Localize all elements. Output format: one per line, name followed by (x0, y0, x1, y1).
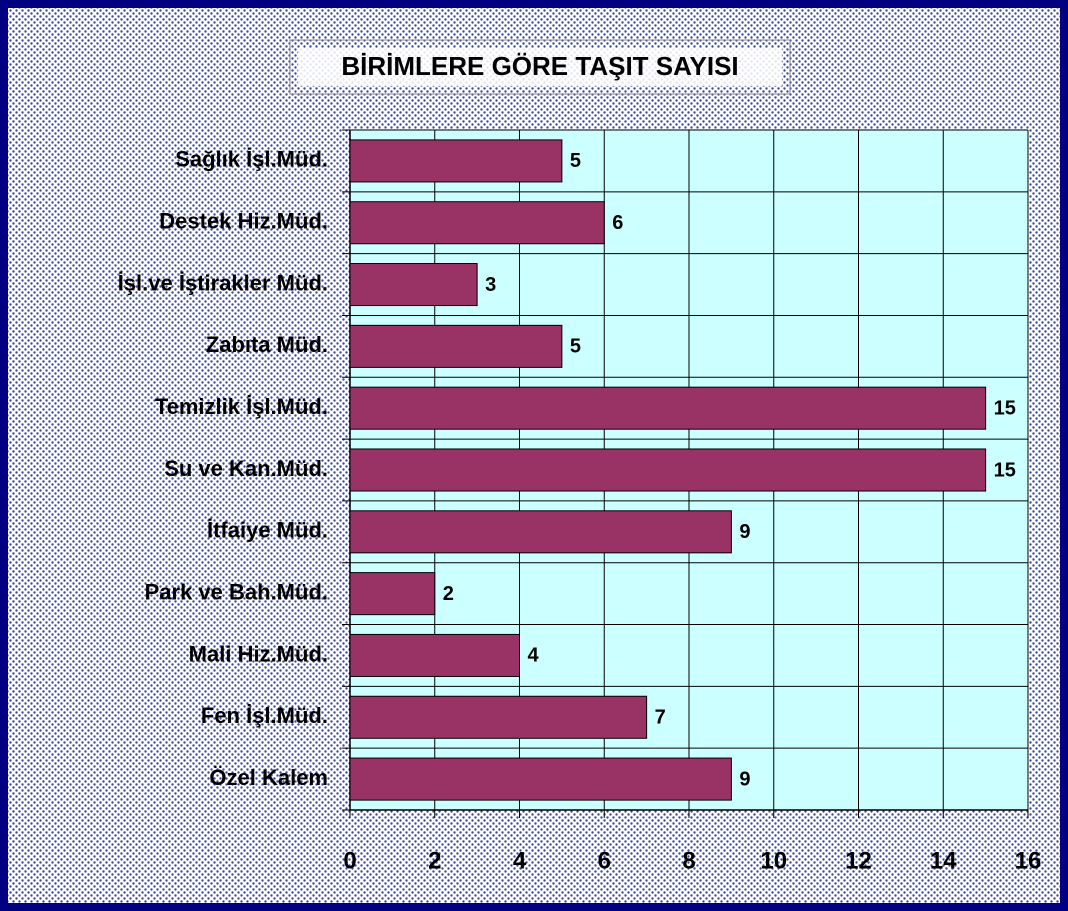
bar (349, 695, 648, 739)
x-tick-label: 4 (513, 847, 527, 874)
bar (349, 139, 563, 183)
x-tick-label: 16 (1015, 847, 1042, 874)
x-tick-label: 12 (845, 847, 872, 874)
y-tick-label: Mali Hiz.Müd. (189, 641, 328, 666)
bar (349, 201, 605, 245)
data-label: 5 (570, 336, 581, 358)
y-tick-label: Fen İşl.Müd. (201, 703, 328, 728)
data-label: 4 (528, 645, 540, 667)
data-label: 7 (655, 707, 666, 729)
y-tick-label: Özel Kalem (209, 765, 328, 790)
data-label: 2 (443, 583, 454, 605)
y-tick-label: Destek Hiz.Müd. (159, 209, 328, 234)
bar (349, 324, 563, 368)
bar (349, 572, 436, 616)
data-label: 9 (739, 521, 750, 543)
y-tick-label: Park ve Bah.Müd. (145, 579, 328, 604)
data-label: 15 (994, 459, 1016, 481)
data-label: 9 (739, 768, 750, 790)
x-tick-label: 10 (760, 847, 787, 874)
y-tick-label: Zabıta Müd. (206, 332, 328, 357)
bar (349, 757, 732, 801)
data-label: 5 (570, 150, 581, 172)
x-tick-label: 8 (682, 847, 695, 874)
bar (349, 510, 732, 554)
y-tick-label: Temizlik İşl.Müd. (155, 394, 328, 419)
data-label: 3 (485, 274, 496, 296)
bar (349, 633, 520, 677)
y-tick-label: İşl.ve İştirakler Müd. (118, 270, 328, 295)
bar (349, 263, 478, 307)
y-tick-label: İtfaiye Müd. (207, 518, 328, 543)
y-tick-label: Su ve Kan.Müd. (164, 456, 328, 481)
data-label: 6 (612, 212, 623, 234)
x-tick-label: 2 (428, 847, 441, 874)
x-tick-label: 0 (343, 847, 356, 874)
bar (349, 386, 987, 430)
data-label: 15 (994, 397, 1016, 419)
x-tick-label: 6 (598, 847, 611, 874)
title-bg (298, 48, 782, 86)
bar (349, 448, 987, 492)
chart-title: BİRİMLERE GÖRE TAŞIT SAYISI (341, 51, 738, 81)
y-tick-label: Sağlık İşl.Müd. (175, 147, 328, 172)
x-tick-label: 14 (930, 847, 957, 874)
